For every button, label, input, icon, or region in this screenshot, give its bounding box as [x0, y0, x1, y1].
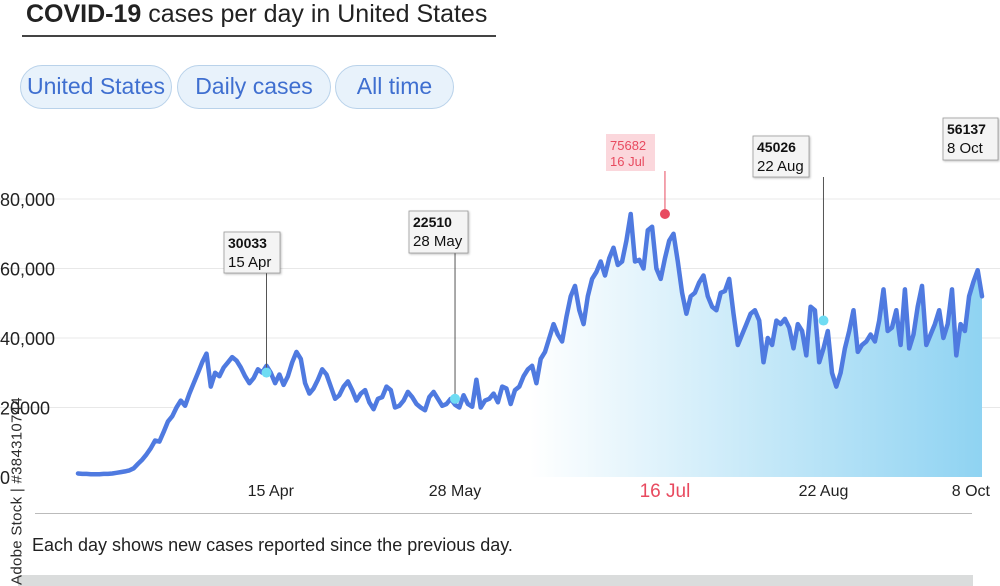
stock-watermark: Adobe Stock | #384310744	[2, 396, 32, 585]
daily-cases-line	[75, 211, 985, 477]
annotation-22-aug: 45026 22 Aug	[752, 135, 829, 326]
annotation-8-oct: 56137 8 Oct	[942, 117, 999, 161]
annotation-date: 22 Aug	[757, 158, 804, 175]
annotation-marker	[659, 209, 670, 220]
title-underline	[22, 35, 496, 37]
annotation-15-apr: 30033 15 Apr	[223, 231, 281, 378]
annotation-marker	[450, 393, 461, 404]
annotation-value: 45026	[757, 139, 796, 155]
x-tick-label: 16 Jul	[640, 481, 691, 502]
annotation-value: 75682	[610, 138, 646, 153]
annotation-label-bg	[223, 231, 281, 274]
x-tick-label: 28 May	[429, 483, 481, 500]
title-middle: cases per day in	[141, 0, 338, 28]
title-country: United States	[337, 0, 488, 28]
range-filter-button[interactable]: All time	[335, 65, 454, 109]
y-tick-label: 20000	[0, 399, 50, 419]
y-tick-label: 60,000	[0, 260, 55, 280]
area-fill	[78, 214, 982, 477]
y-tick-label: 40,000	[0, 329, 55, 349]
chart-title: COVID-19 cases per day in United States	[26, 0, 487, 30]
annotation-label-bg	[408, 210, 469, 254]
annotation-date: 28 May	[413, 233, 463, 250]
bottom-scrollbar[interactable]	[18, 575, 973, 586]
annotation-value: 56137	[947, 121, 986, 137]
x-tick-label: 8 Oct	[952, 483, 991, 500]
annotation-value: 22510	[413, 214, 452, 230]
y-tick-label: 80,000	[0, 190, 55, 210]
annotation-label-bg	[942, 117, 999, 161]
x-tick-label: 22 Aug	[799, 483, 849, 500]
metric-filter-button[interactable]: Daily cases	[177, 65, 331, 109]
annotation-date: 8 Oct	[947, 140, 984, 157]
footer-divider	[35, 513, 972, 514]
x-tick-label: 15 Apr	[248, 483, 295, 500]
annotation-marker	[261, 367, 272, 378]
footnote: Each day shows new cases reported since …	[32, 535, 513, 555]
annotation-value: 30033	[228, 235, 267, 251]
annotation-label-bg	[752, 135, 810, 178]
country-filter-button[interactable]: United States	[20, 65, 172, 109]
annotation-marker	[818, 315, 829, 326]
title-covid: COVID-19	[26, 0, 142, 28]
y-tick-label: 0	[0, 468, 10, 488]
annotation-28-may: 22510 28 May	[408, 210, 469, 404]
annotation-date: 15 Apr	[228, 254, 271, 271]
annotation-date: 16 Jul	[610, 154, 645, 169]
annotation-label-bg	[606, 134, 655, 171]
watermark-text: Adobe Stock | #384310744	[8, 396, 26, 585]
